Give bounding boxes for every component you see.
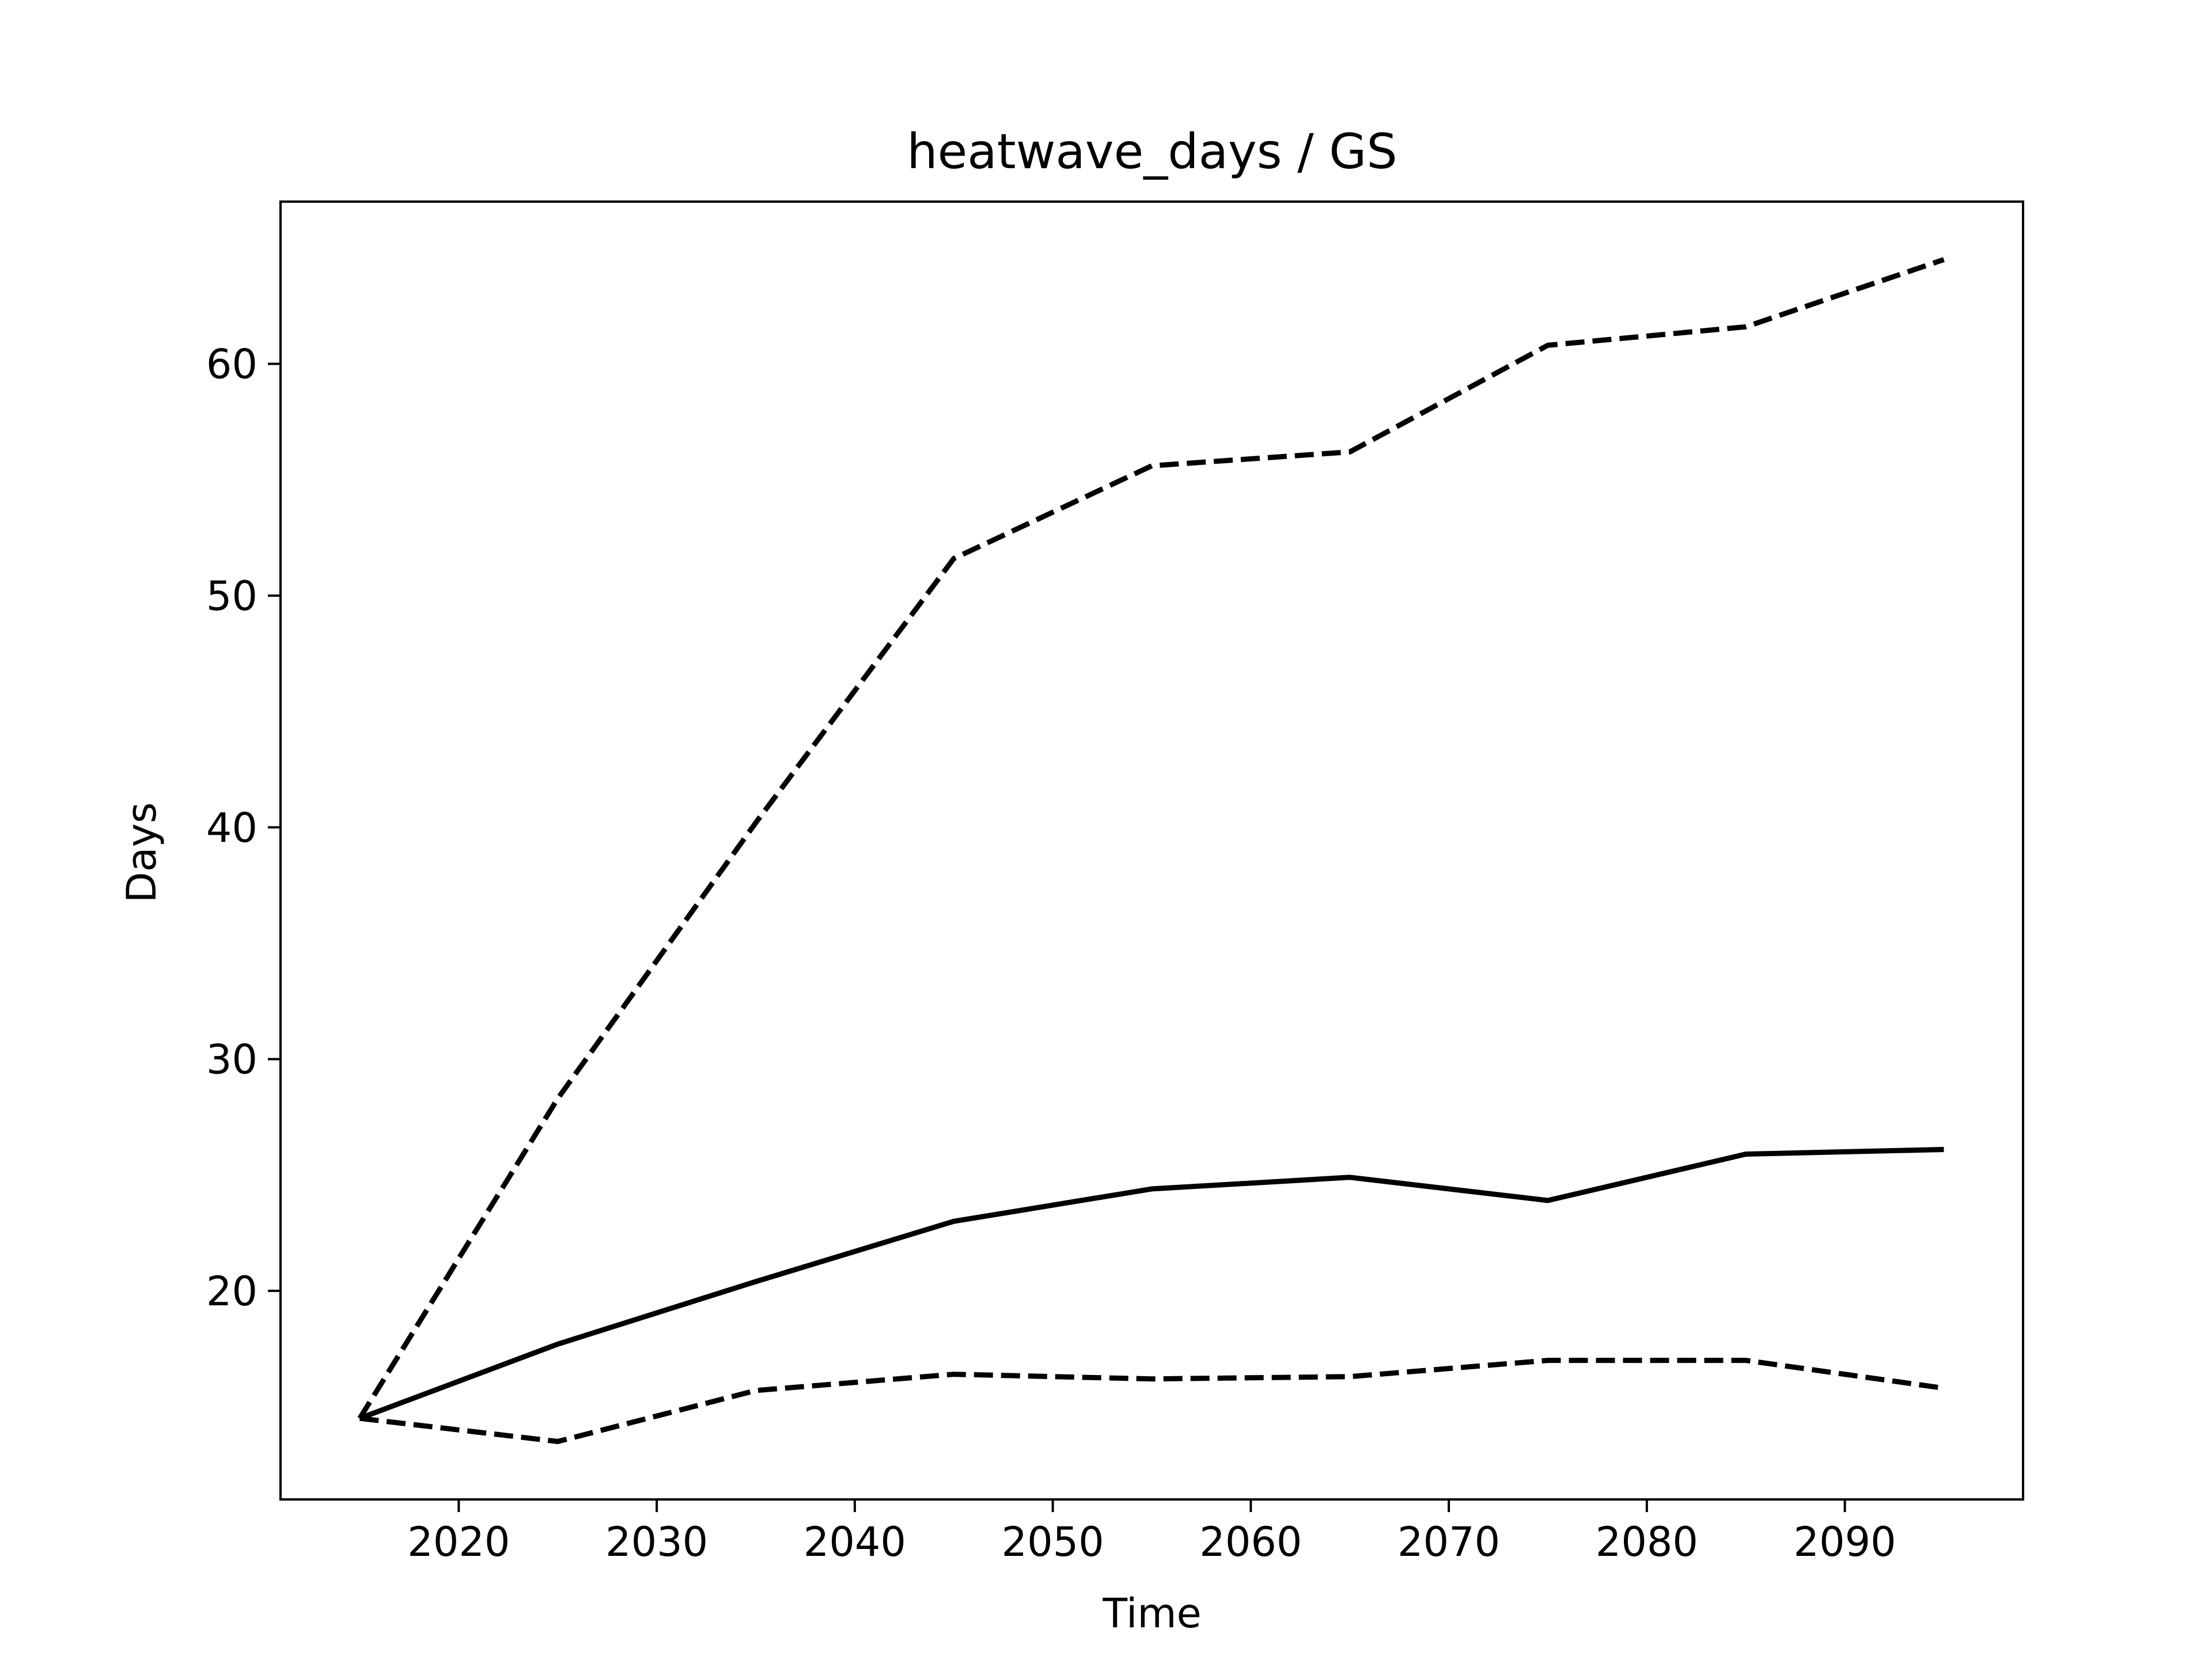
y-tick-label-20: 20 [206, 1268, 257, 1315]
y-tick-label-40: 40 [206, 804, 257, 851]
x-tick-label-2090: 2090 [1794, 1518, 1896, 1566]
plot-area: 2020 2030 2040 2050 2060 2070 2080 209020304050… [206, 200, 2024, 1566]
x-tick-label-2040: 2040 [804, 1518, 906, 1566]
x-axis-label: Time [1102, 1590, 1201, 1637]
series-line-2 [358, 1147, 1944, 1421]
chart-title: heatwave_days / GS [907, 123, 1397, 180]
y-axis-label: Days [118, 802, 165, 903]
x-tick-label-2080: 2080 [1596, 1518, 1698, 1566]
y-tick-label-50: 50 [206, 573, 257, 620]
x-tick-label-2050: 2050 [1002, 1518, 1104, 1566]
x-tick-label-2070: 2070 [1397, 1518, 1500, 1566]
x-tick-label-2020: 2020 [407, 1518, 510, 1566]
y-tick-label-30: 30 [206, 1036, 257, 1084]
series-line-3 [359, 1358, 1945, 1444]
y-tick-label-60: 60 [206, 341, 257, 388]
series-line-1 [357, 257, 1945, 1420]
x-tick-label-2030: 2030 [605, 1518, 708, 1566]
x-tick-label-2060: 2060 [1199, 1518, 1302, 1566]
plot-frame [279, 200, 2024, 1501]
